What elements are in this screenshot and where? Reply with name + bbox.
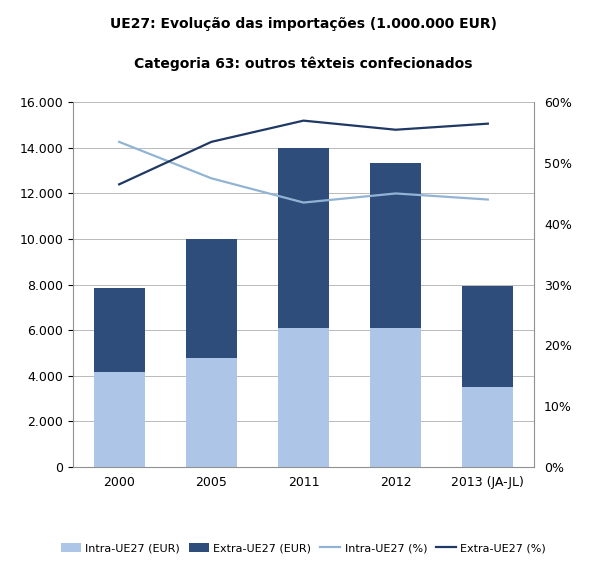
Legend: Intra-UE27 (EUR), Extra-UE27 (EUR), Intra-UE27 (%), Extra-UE27 (%): Intra-UE27 (EUR), Extra-UE27 (EUR), Intr…: [56, 539, 551, 558]
Line: Extra-UE27 (%): Extra-UE27 (%): [119, 121, 488, 184]
Extra-UE27 (%): [208, 138, 215, 145]
Extra-UE27 (%): [300, 117, 307, 124]
Line: Intra-UE27 (%): Intra-UE27 (%): [119, 142, 488, 203]
Bar: [463, 387, 513, 467]
Text: UE27: Evolução das importações (1.000.000 EUR): UE27: Evolução das importações (1.000.00…: [110, 17, 497, 31]
Bar: [278, 148, 329, 328]
Intra-UE27 (%): [300, 199, 307, 206]
Extra-UE27 (%): [115, 181, 123, 188]
Bar: [94, 288, 144, 372]
Bar: [463, 286, 513, 387]
Extra-UE27 (%): [392, 126, 399, 133]
Bar: [278, 328, 329, 467]
Intra-UE27 (%): [208, 175, 215, 182]
Bar: [186, 239, 237, 358]
Bar: [370, 328, 421, 467]
Intra-UE27 (%): [484, 196, 492, 203]
Text: Categoria 63: outros têxteis confecionados: Categoria 63: outros têxteis confecionad…: [134, 57, 473, 71]
Bar: [186, 358, 237, 467]
Extra-UE27 (%): [484, 120, 492, 127]
Intra-UE27 (%): [115, 138, 123, 145]
Bar: [370, 163, 421, 328]
Intra-UE27 (%): [392, 190, 399, 197]
Bar: [94, 372, 144, 467]
